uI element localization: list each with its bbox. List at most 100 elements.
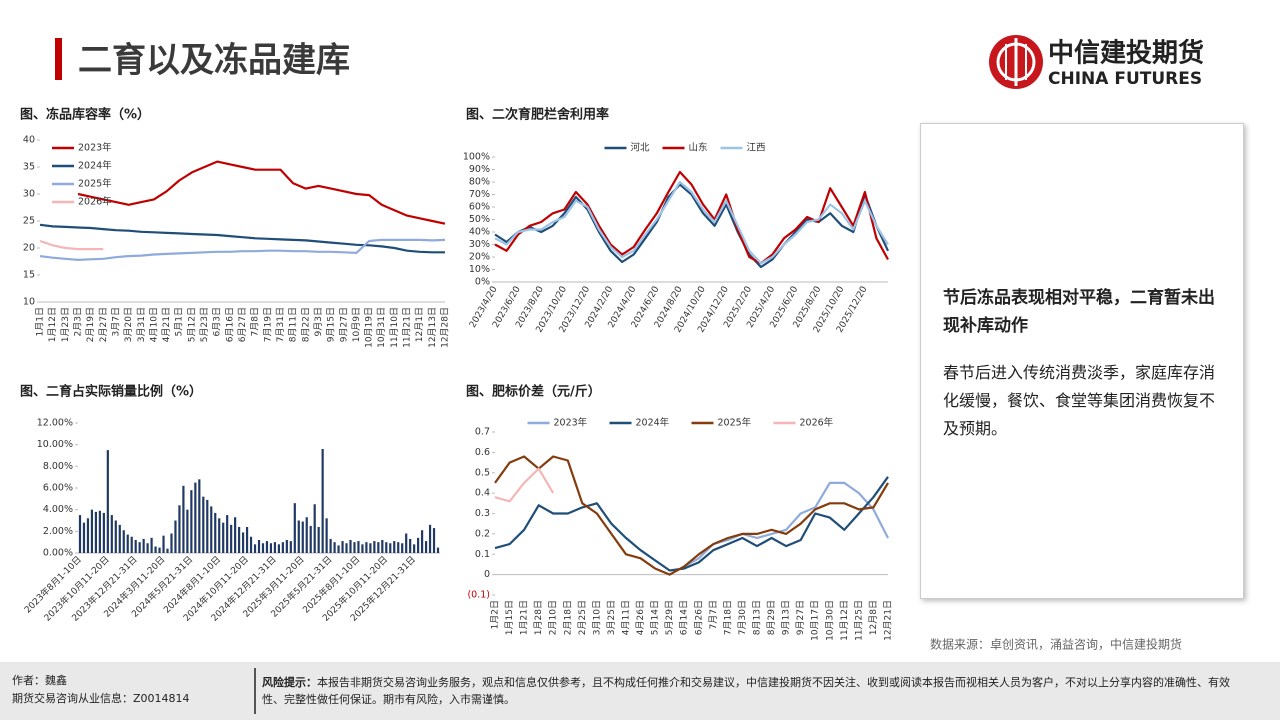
author: 作者：魏鑫	[12, 674, 67, 687]
bar	[78, 515, 82, 553]
bar	[309, 525, 312, 553]
bar	[428, 524, 432, 553]
y-tick-label: 2.00%	[43, 526, 73, 537]
legend-label: 2023年	[78, 142, 112, 154]
bar	[436, 547, 440, 553]
x-tick-label: 2月3日	[72, 307, 83, 336]
legend-label: 2025年	[78, 178, 112, 190]
bar	[293, 503, 296, 553]
bar	[257, 540, 261, 553]
x-tick-label: 3月20日	[123, 307, 134, 342]
x-tick-label: 2月19日	[85, 307, 96, 342]
x-tick-label: 11月12日	[839, 600, 850, 641]
x-tick-label: 2月27日	[98, 307, 109, 342]
x-tick-label: 1月28日	[533, 600, 544, 635]
x-tick-label: 12月8日	[868, 600, 879, 635]
x-tick-label: 8月29日	[766, 600, 777, 635]
bar	[126, 534, 129, 553]
bar	[102, 512, 105, 553]
bar	[218, 518, 221, 553]
bar	[361, 544, 364, 553]
bar	[150, 537, 153, 553]
logo: 中信建投期货 CHINA FUTURES	[989, 35, 1204, 89]
bar	[226, 515, 229, 553]
x-tick-label: 3月7日	[110, 307, 121, 336]
bar	[365, 542, 368, 553]
series-line	[683, 481, 889, 568]
bar	[245, 527, 249, 553]
series-line	[494, 476, 889, 572]
risk-label: 风险提示：	[262, 676, 317, 689]
y-tick-label: 0.2	[475, 528, 490, 539]
bar	[162, 535, 165, 553]
y-tick-label: 80%	[469, 177, 490, 188]
bar	[341, 541, 344, 553]
slide: 二育以及冻品建库 中信建投期货 CHINA FUTURES 数据来源：卓创资讯，…	[20, 35, 1204, 652]
bar	[174, 520, 177, 553]
callout-box: 节后冻品表现相对平稳，二育暂未出现补库动作 春节后进入传统消费淡季，家庭库存消化…	[920, 123, 1244, 599]
bar	[377, 542, 380, 553]
y-tick-label: 20%	[469, 252, 490, 263]
series-line	[494, 455, 889, 576]
bar	[98, 510, 101, 553]
bar	[421, 530, 424, 553]
y-tick-label: 30	[23, 189, 35, 200]
x-tick-label: 12月28日	[440, 307, 451, 348]
bar	[146, 543, 149, 553]
x-tick-label: 9月27日	[795, 600, 806, 635]
bar	[401, 543, 404, 553]
risk-text: 本报告非期货交易咨询业务服务，观点和信息仅供参考，且不构成任何推介和交易建议，中…	[262, 676, 1230, 706]
x-tick-label: 6月27日	[237, 307, 248, 342]
bar	[86, 518, 90, 553]
bar	[130, 536, 133, 553]
chart-title: 图、冻品库容率（%）	[20, 107, 150, 123]
bar	[90, 509, 94, 553]
callout-body: 春节后进入传统消费淡季，家庭库存消化缓慢，餐饮、食堂等集团消费恢复不及预期。	[943, 363, 1216, 438]
bar	[432, 528, 436, 553]
y-tick-label: 40%	[469, 227, 490, 238]
x-tick-label: 11月10日	[389, 307, 400, 348]
y-tick-label: 8.00%	[43, 461, 73, 472]
y-tick-label: 40	[23, 135, 35, 146]
series-line	[39, 239, 104, 251]
bar	[337, 545, 340, 553]
legend-label: 2024年	[78, 160, 112, 172]
x-tick-label: 1月23日	[60, 307, 71, 342]
x-tick-label: 4月26日	[635, 600, 646, 635]
bar	[222, 522, 225, 553]
x-tick-label: 1月12日	[47, 307, 58, 342]
series-line	[494, 170, 889, 265]
bar	[385, 542, 388, 553]
y-tick-label: 0.3	[475, 508, 490, 519]
bar	[106, 450, 109, 553]
legend-label: 2025年	[718, 417, 752, 429]
x-tick-label: 1月21日	[519, 600, 530, 635]
series-line	[494, 467, 555, 503]
x-tick-label: 4月11日	[621, 600, 632, 635]
bar	[357, 541, 360, 553]
x-tick-label: 3月10日	[591, 600, 602, 635]
x-tick-label: 3月25日	[606, 600, 617, 635]
x-tick-label: 1月2日	[490, 600, 501, 629]
bar	[313, 504, 316, 553]
x-tick-label: 6月3日	[212, 307, 223, 336]
y-tick-label: 50%	[469, 214, 490, 225]
y-tick-label: 0.4	[475, 488, 490, 499]
bar	[170, 533, 173, 553]
series-line	[39, 223, 445, 254]
bar	[333, 542, 336, 553]
bar	[301, 521, 304, 553]
bar	[142, 538, 145, 553]
bar	[158, 547, 161, 553]
series-line	[39, 238, 446, 261]
bar	[210, 506, 213, 553]
bar	[110, 515, 113, 553]
bar	[417, 537, 420, 553]
source: 数据来源：卓创资讯，涌益咨询，中信建投期货	[930, 637, 1182, 652]
bar	[166, 548, 169, 553]
y-tick-label: 0%	[475, 277, 490, 288]
x-tick-label: 8月13日	[752, 600, 763, 635]
y-tick-label: 0.1	[475, 549, 490, 560]
y-tick-label: 30%	[469, 239, 490, 250]
bar	[178, 505, 181, 553]
